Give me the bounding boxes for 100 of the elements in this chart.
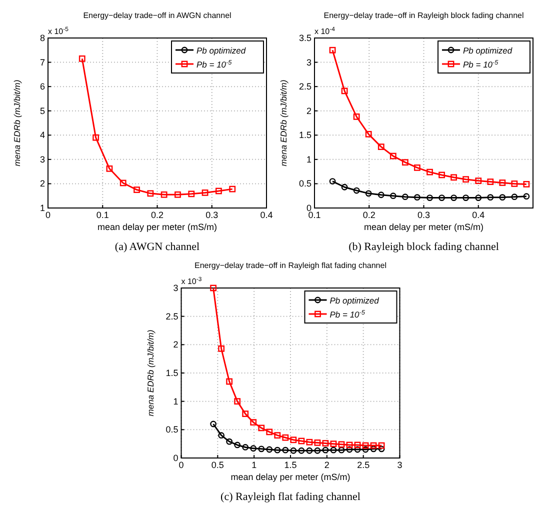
x-axis-title: mean delay per meter (mS/m) [97,222,218,232]
x-tick-label: 1.5 [284,460,297,470]
y-axis-title: mena EDRb (mJ/bit/m) [278,80,288,166]
point [438,172,445,178]
point [475,178,482,184]
y-axis-title: mena EDRb (mJ/bit/m) [145,330,156,416]
chart-title: Energy−delay trade−off in Rayleigh block fading channel [324,11,524,20]
point [414,194,420,201]
point [365,190,372,197]
x-tick-label: 0.1 [308,210,321,220]
point [330,446,337,454]
x-tick-label: 0.3 [206,210,218,220]
point [242,444,249,450]
x-tick-label: 2 [324,460,330,470]
point [218,432,225,439]
point [362,446,369,453]
point [160,191,168,198]
point [346,446,353,453]
y-tick-label: 1.5 [166,368,178,378]
y-tick-label: 2 [40,178,45,189]
point [370,446,377,452]
point [242,410,249,417]
point [298,447,305,454]
y-tick-label: 8 [40,33,45,43]
point [134,186,140,193]
point [523,181,530,188]
point [147,190,154,197]
y-tick-label: 3 [40,154,45,164]
x-tick-label: 0.1 [96,210,109,220]
point [450,194,457,201]
point [290,436,297,444]
y-tick-label: 2 [173,340,178,350]
point [511,194,518,200]
y-axis-title: mena EDRb (mJ/bit/m) [12,80,22,166]
point [450,174,457,181]
legend-label: Pb = 10$^{-5}$ [463,59,499,70]
text: x 10$^{-3}$ [181,276,202,286]
point [338,446,345,454]
point [354,442,361,448]
point [378,144,384,150]
y-tick-label: 7 [40,57,45,68]
point [341,184,348,190]
point [475,194,482,201]
y-tick-label: 1.5 [298,130,312,140]
point [314,447,321,454]
point [378,442,385,449]
y-tick-label: 5 [40,106,45,116]
point [487,178,494,185]
x-tick-label: 0.3 [417,210,430,220]
x-tick-label: 3 [397,460,402,470]
chart-title: Energy−delay trade−off in AWGN channel [83,11,232,20]
y-tick-label: 0.5 [298,178,312,189]
point [274,446,281,454]
point [402,159,408,166]
y-tick-label: 2.5 [298,82,312,92]
point [365,130,372,138]
text: x 10$^{-4}$ [314,26,336,36]
x-tick-label: 2.5 [357,460,370,470]
point [234,398,241,405]
text: (c) Rayleigh flat fading channel [220,491,360,503]
y-tick-label: 6 [40,82,45,92]
point [462,194,470,201]
y-tick-label: 0.5 [166,424,178,435]
point [120,180,126,186]
y-tick-label: 0 [173,453,178,463]
text: (b) Rayleigh block fading channel [348,241,499,253]
point [106,165,113,172]
point [234,442,241,448]
x-tick-label: 0.5 [211,460,224,470]
point [414,164,420,171]
point [210,420,216,428]
point [250,419,257,426]
point [202,190,208,196]
chart-title: Energy−delay trade−off in Rayleigh flat fading channel [194,261,387,270]
y-tick-label: 3 [173,283,178,293]
x-axis-title: mean delay per meter (mS/m) [230,472,350,482]
point [226,378,233,385]
point [354,446,361,453]
legend-label: Pb optimized [330,296,380,306]
point [226,438,233,445]
point [216,188,222,194]
point [92,134,99,141]
point [306,438,313,446]
point [322,440,329,446]
point [523,193,530,200]
legend-label: Pb optimized [463,46,512,56]
point [341,88,348,94]
x-tick-label: 0.2 [362,210,376,220]
point [487,194,494,201]
point [353,187,360,194]
point [306,447,313,454]
point [426,194,433,201]
point [346,442,353,448]
point [314,440,321,446]
point [266,428,273,436]
point [290,447,297,454]
point [218,345,225,352]
point [390,152,396,160]
y-tick-label: 3 [306,57,312,68]
point [298,438,305,444]
